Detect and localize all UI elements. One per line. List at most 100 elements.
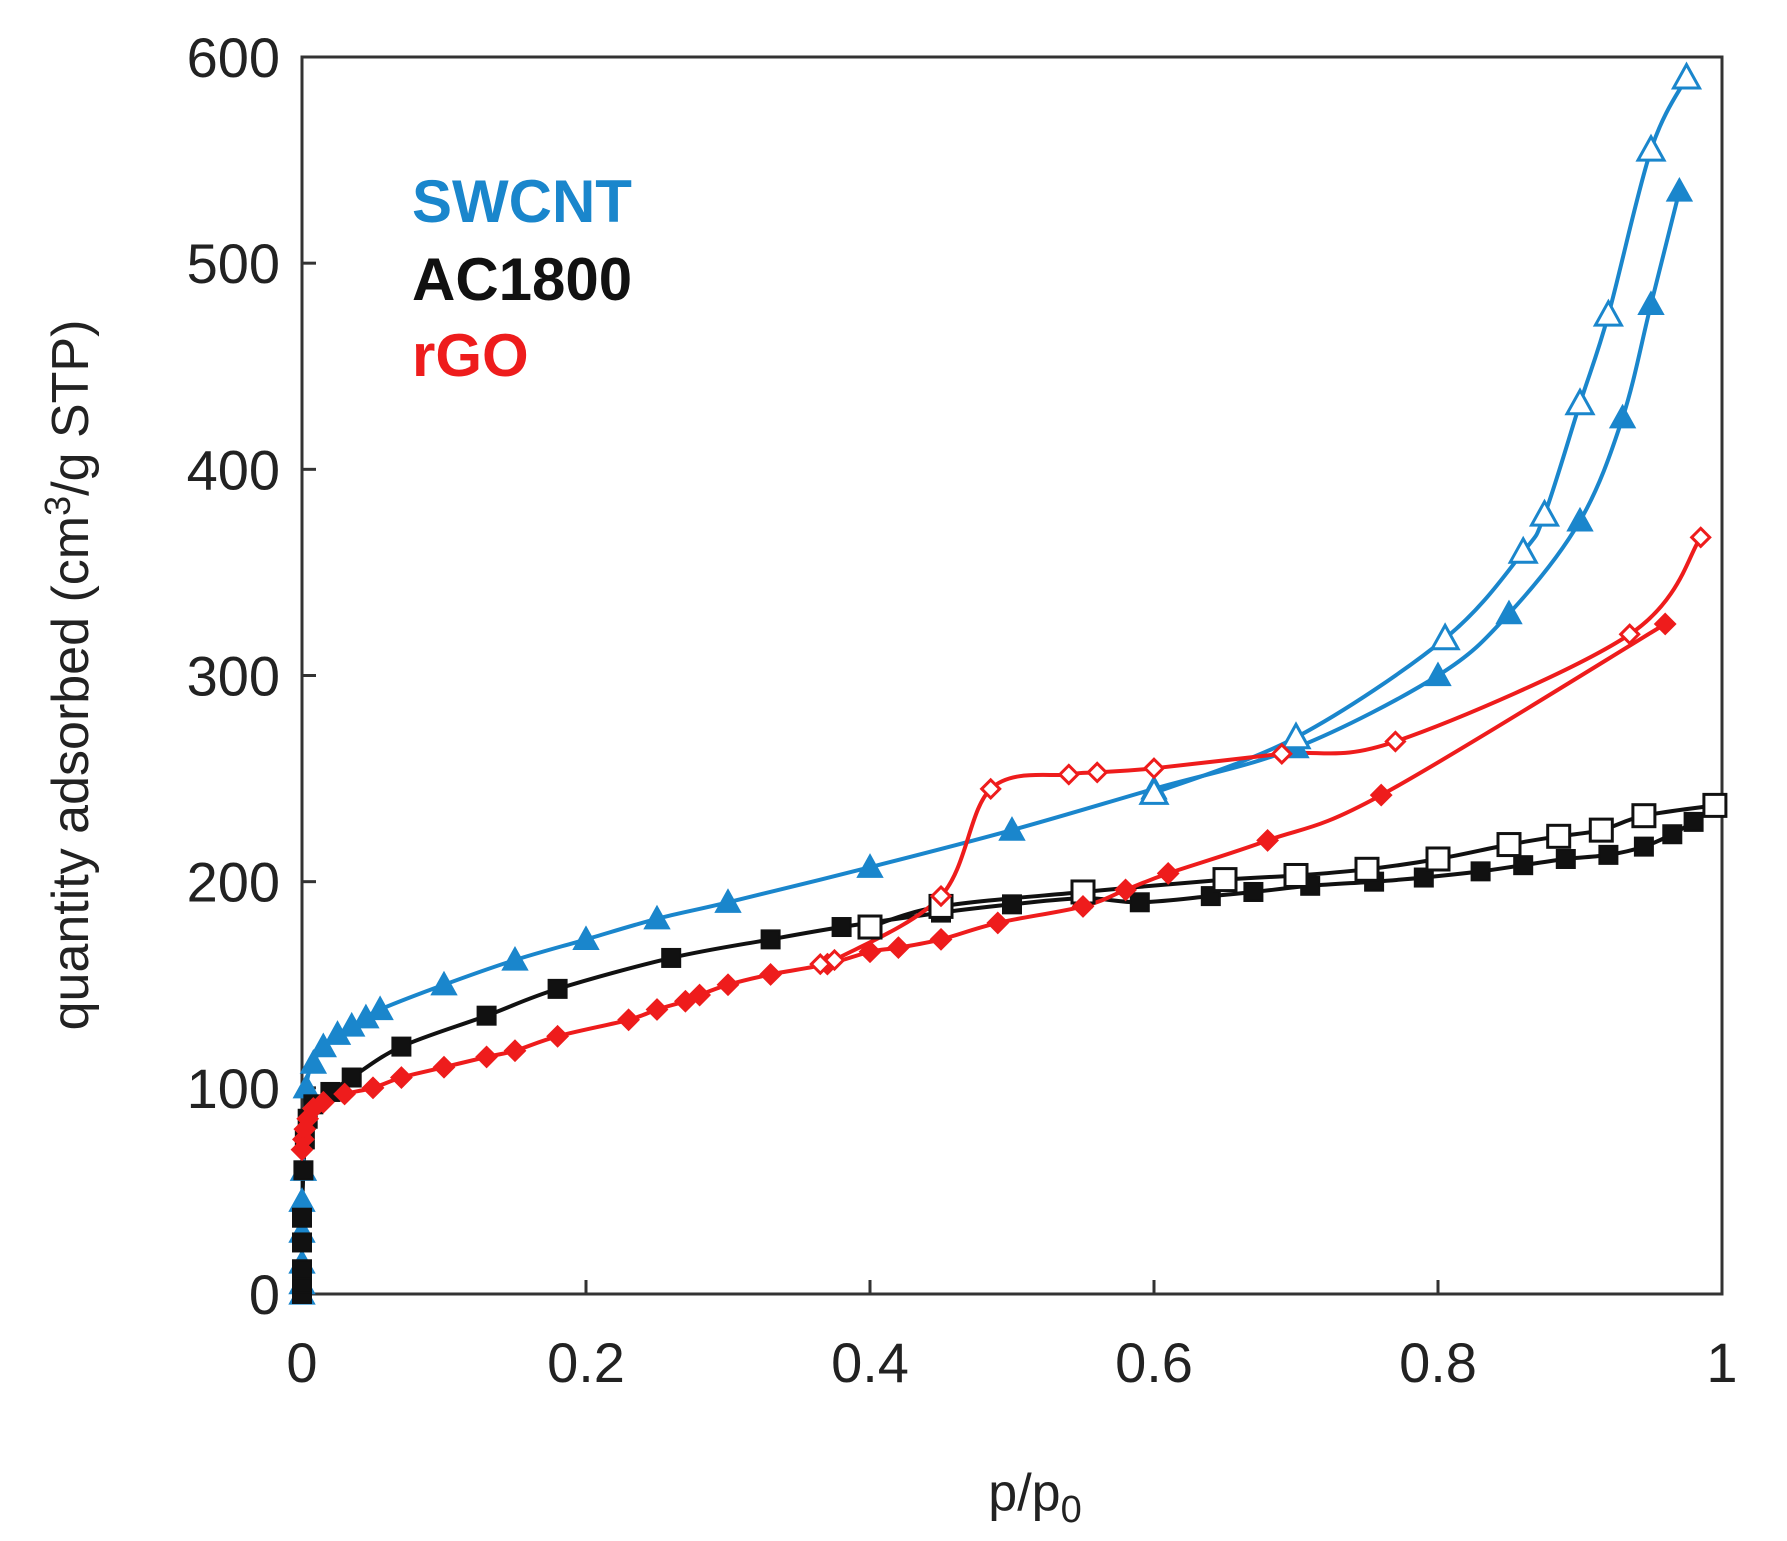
rgo-adsorption-point [1071,894,1095,918]
plot-frame [300,55,1724,1296]
ac1800-adsorption-point [476,1005,497,1026]
swcnt-desorption-point [1635,133,1667,162]
swcnt-adsorption-point [299,1049,328,1074]
rgo-adsorption-point [858,940,882,964]
y-tick-label: 200 [187,851,280,914]
swcnt-desorption-point [1592,298,1624,327]
rgo-adsorption-point [1114,878,1138,902]
rgo-adsorption-point [1369,783,1393,807]
ac1800-desorption-point [1702,792,1728,818]
rgo-adsorption-point [645,998,669,1021]
ac1800-adsorption-point [391,1036,412,1057]
rgo-adsorption-point [929,927,953,951]
series-markers [288,61,1728,1305]
swcnt-desorption-point [1507,535,1539,564]
rgo-adsorption-point [1653,612,1677,636]
rgo-desorption-point [1270,742,1293,765]
legend-entry-swcnt: SWCNT [412,168,632,235]
ac1800-adsorption-point [831,917,852,938]
swcnt-adsorption-point [856,853,884,878]
ac1800-adsorption-point [1002,894,1022,915]
swcnt-adsorption-point [572,925,600,950]
rgo-adsorption-point [617,1008,641,1032]
rgo-adsorption-point [475,1045,499,1069]
ac1800-adsorption-line [299,819,1696,1296]
rgo-desorption-point [979,777,1002,801]
ac1800-adsorption-point [1413,867,1434,888]
swcnt-adsorption-point [1637,290,1665,315]
swcnt-adsorption-point [430,970,458,996]
legend-entry-rgo: rGO [412,322,529,389]
y-tick-label: 100 [187,1057,280,1120]
ac1800-desorption-point [1354,856,1380,882]
rgo-adsorption-point [311,1090,335,1114]
swcnt-adsorption-point [1566,506,1594,532]
rgo-desorption-point [1142,757,1166,780]
ac1800-adsorption-point [1513,855,1534,876]
x-tick-label: 0 [286,1331,317,1394]
ac1800-adsorption-point [661,947,682,968]
rgo-adsorption-point [1256,829,1280,852]
ac1800-adsorption-point [1598,844,1619,865]
x-axis-title: p/p0 [988,1464,1081,1531]
ac1800-adsorption-point [341,1067,362,1088]
ac1800-adsorption-point [547,978,568,999]
swcnt-adsorption-point [1665,176,1694,202]
y-tick-label: 0 [249,1263,280,1326]
ac1800-desorption-point [1283,862,1309,888]
ac1800-adsorption-point [292,1232,312,1253]
swcnt-adsorption-point [1608,403,1637,429]
rgo-desorption-point [1689,526,1712,549]
swcnt-desorption-point [1429,622,1461,651]
ac1800-desorption-point [1631,803,1657,829]
rgo-desorption-point [809,953,832,976]
y-tick-label: 400 [187,438,280,501]
x-tick-label: 0.6 [1115,1331,1193,1394]
rgo-adsorption-point [886,936,910,960]
swcnt-adsorption-point [309,1032,337,1058]
ac1800-desorption-point [1212,867,1238,893]
y-axis-title: quantity adsorbed (cm3/g STP) [37,320,100,1031]
ac1800-adsorption-point [1662,824,1683,845]
ac1800-desorption-point [857,914,883,940]
y-tick-label: 300 [187,645,280,708]
x-tick-label: 0.4 [831,1331,909,1394]
ac1800-adsorption-point [1555,848,1576,869]
swcnt-desorption-point [1528,498,1561,527]
swcnt-adsorption-point [714,888,742,913]
swcnt-adsorption-point [1424,661,1452,687]
legend-entry-ac1800: AC1800 [412,246,632,313]
swcnt-adsorption-point [1495,599,1523,625]
ac1800-desorption-point [1588,817,1614,843]
rgo-adsorption-point [389,1066,413,1089]
y-tick-label: 500 [187,232,280,295]
swcnt-desorption-point [1280,721,1312,750]
rgo-adsorption-line [300,622,1668,1152]
ac1800-adsorption-point [760,929,781,950]
rgo-desorption-point [1086,761,1109,784]
swcnt-adsorption-point [366,995,394,1021]
ac1800-desorption-point [1425,846,1451,872]
ac1800-adsorption-point [1129,892,1150,913]
rgo-adsorption-point [688,983,712,1007]
rgo-adsorption-point [361,1076,385,1100]
ac1800-adsorption-point [292,1259,312,1280]
rgo-adsorption-point [1156,862,1180,885]
swcnt-desorption-point [1670,61,1703,90]
swcnt-desorption-point [1138,776,1170,805]
ac1800-adsorption-point [1683,811,1704,832]
rgo-adsorption-point [333,1082,357,1106]
ac1800-adsorption-point [1470,861,1491,882]
rgo-adsorption-point [546,1024,570,1048]
rgo-desorption-point [1384,730,1407,753]
rgo-adsorption-point [432,1055,456,1079]
axis-ticks: 0 0.2 0.4 0.6 0.8 1 0 100 200 300 400 500 600 [187,26,1738,1394]
swcnt-adsorption-point [288,1187,316,1212]
swcnt-adsorption-point [643,904,671,930]
y-tick-label: 600 [187,26,280,89]
rgo-adsorption-point [503,1039,527,1063]
ac1800-adsorption-point [293,1160,314,1181]
ac1800-adsorption-point [1243,881,1264,902]
